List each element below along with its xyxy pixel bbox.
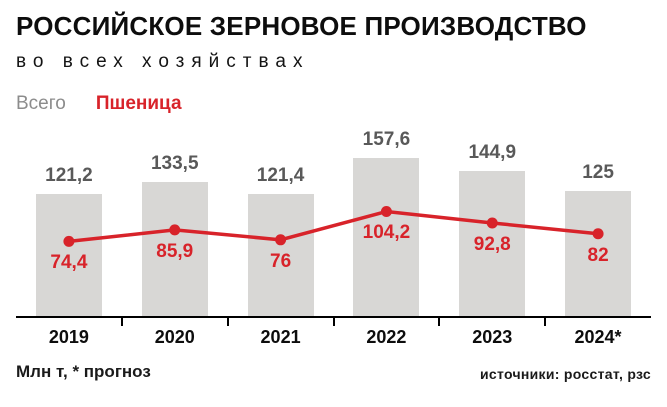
year-label-2021: 2021 (260, 326, 301, 347)
axis-tick (438, 317, 441, 326)
wheat-value-label: 82 (587, 244, 609, 266)
page-subtitle: во всех хозяйствах (16, 50, 310, 72)
total-value-label: 157,6 (362, 128, 411, 150)
legend-item-total: Всего (16, 92, 66, 114)
total-value-label: 133,5 (150, 152, 199, 174)
axis-tick (332, 317, 335, 326)
year-label-2019: 2019 (48, 326, 89, 347)
bar-column-2024*: 125 (545, 162, 651, 316)
total-value-label: 121,2 (45, 164, 93, 186)
unit-note: Млн т, * прогноз (16, 361, 151, 381)
total-value-label: 144,9 (468, 141, 517, 163)
chart-legend: Всего Пшеница (16, 93, 651, 115)
axis-tick (544, 317, 547, 326)
wheat-value-label: 76 (270, 250, 292, 272)
x-axis: 2019 2020 2021 2022 2023 2024* (16, 315, 651, 348)
year-label-2020: 2020 (154, 326, 195, 347)
bar-column-2020: 133,5 (122, 153, 228, 316)
bar-column-2021: 121,4 (228, 165, 334, 316)
wheat-value-label: 104,2 (362, 222, 411, 244)
total-bar (141, 181, 208, 316)
source-credit: источники: росстат, рзс (479, 365, 651, 382)
total-value-label: 125 (582, 161, 614, 183)
legend-item-wheat: Пшеница (95, 92, 182, 114)
grain-production-chart: 121,2 133,5 121,4 157,6 144,9 125 74,4 85,9 76 10… (16, 121, 651, 316)
year-label-2023: 2023 (472, 326, 513, 347)
bar-column-2023: 144,9 (439, 142, 545, 316)
total-value-label: 121,4 (256, 164, 305, 186)
axis-tick (120, 317, 123, 326)
year-label-2022: 2022 (366, 326, 407, 347)
axis-tick (226, 317, 229, 326)
total-bar (459, 170, 526, 316)
year-label-2024: 2024* (574, 326, 622, 347)
wheat-value-label: 74,4 (50, 252, 88, 274)
page-title: РОССИЙСКОЕ ЗЕРНОВОЕ ПРОИЗВОДСТВО (16, 11, 587, 41)
wheat-value-label: 92,8 (473, 233, 511, 255)
chart-footer: Млн т, * прогноз источники: росстат, рзс (16, 362, 651, 382)
wheat-value-label: 85,9 (156, 240, 194, 262)
bar-column-2019: 121,2 (16, 165, 122, 316)
